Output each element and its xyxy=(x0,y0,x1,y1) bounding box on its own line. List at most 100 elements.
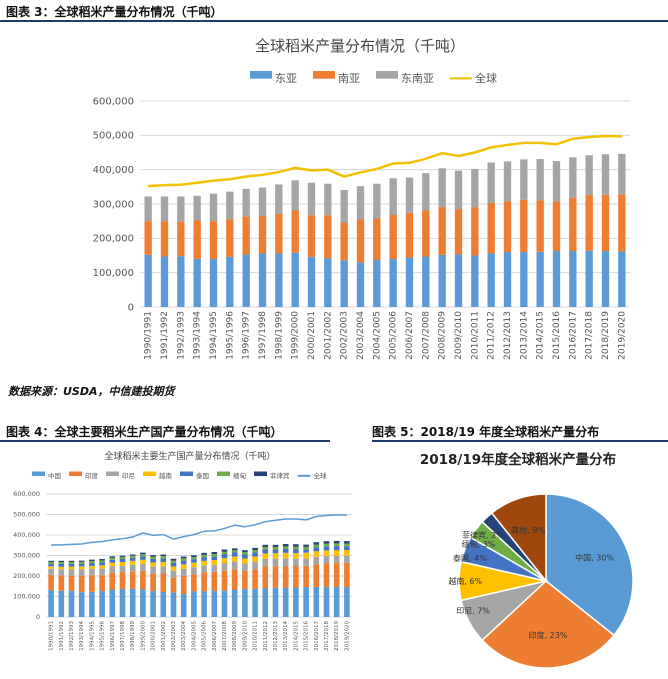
y-tick-label: 200,000 xyxy=(93,234,134,245)
bar-东亚 xyxy=(503,252,512,307)
legend-label: 中国 xyxy=(48,471,61,480)
bar-印度 xyxy=(211,571,218,591)
bar-东南亚 xyxy=(340,189,348,223)
bar-东南亚 xyxy=(552,161,561,202)
x-tick-label: 2001/2002 xyxy=(161,621,167,651)
bar-印尼 xyxy=(293,558,299,566)
bar-东亚 xyxy=(438,254,446,307)
bar-印尼 xyxy=(272,558,279,567)
bar-印尼 xyxy=(119,565,126,573)
bar-泰国 xyxy=(160,558,167,563)
x-tick-label: 2012/2013 xyxy=(503,311,513,360)
bar-印度 xyxy=(180,576,187,595)
x-tick-label: 2013/2014 xyxy=(519,311,529,360)
bar-中国 xyxy=(119,588,126,617)
bar-越南 xyxy=(242,558,248,564)
bar-中国 xyxy=(68,590,75,617)
bar-泰国 xyxy=(272,549,279,554)
bar-印尼 xyxy=(170,570,177,578)
chart-title: 全球稻米主要生产国产量分布情况（千吨） xyxy=(104,450,275,462)
x-tick-label: 2010/2011 xyxy=(470,311,480,360)
x-tick-label: 2000/2001 xyxy=(307,311,317,360)
y-tick-label: 100,000 xyxy=(93,268,134,279)
y-tick-label: 300,000 xyxy=(13,552,40,560)
x-tick-label: 2000/2001 xyxy=(151,621,157,651)
bar-印尼 xyxy=(48,568,54,575)
bar-越南 xyxy=(262,553,269,559)
x-tick-label: 2019/2020 xyxy=(617,311,627,360)
bar-泰国 xyxy=(191,559,197,563)
bar-中国 xyxy=(272,587,279,617)
bar-东亚 xyxy=(307,256,316,307)
bar-缅甸 xyxy=(303,546,309,550)
pie-slice-中国 xyxy=(545,493,634,637)
bar-泰国 xyxy=(109,559,116,563)
bar-中国 xyxy=(282,587,289,617)
bar-印度 xyxy=(293,565,299,588)
bar-菲律宾 xyxy=(160,554,167,557)
figure5-rule xyxy=(372,440,668,442)
bar-泰国 xyxy=(89,563,95,566)
bar-东亚 xyxy=(454,254,463,307)
pie-slice-印度 xyxy=(481,580,616,669)
bar-东南亚 xyxy=(618,153,626,195)
bar-南亚 xyxy=(291,210,299,253)
bar-南亚 xyxy=(601,194,610,252)
bar-印尼 xyxy=(68,569,75,576)
y-tick-label: 200,000 xyxy=(13,572,40,580)
x-tick-label: 1994/1995 xyxy=(209,311,219,360)
legend-label: 东亚 xyxy=(275,72,297,85)
x-tick-label: 1991/1992 xyxy=(59,621,65,651)
bar-泰国 xyxy=(68,563,75,567)
bar-南亚 xyxy=(160,221,169,257)
bar-缅甸 xyxy=(48,562,54,564)
bar-印尼 xyxy=(252,561,258,570)
x-tick-label: 2011/2012 xyxy=(487,311,497,360)
bar-中国 xyxy=(242,589,248,617)
x-tick-label: 2018/2019 xyxy=(601,311,611,360)
legend-label: 缅甸 xyxy=(233,471,246,480)
bar-印尼 xyxy=(78,569,85,576)
bar-泰国 xyxy=(303,549,309,553)
bar-缅甸 xyxy=(89,561,95,564)
x-tick-label: 2015/2016 xyxy=(304,621,310,651)
pie-label: 菲律宾, 2% xyxy=(462,530,504,540)
bar-泰国 xyxy=(333,546,340,551)
bar-菲律宾 xyxy=(323,541,330,544)
legend-label: 南亚 xyxy=(338,72,360,85)
bar-菲律宾 xyxy=(140,552,146,555)
bar-印度 xyxy=(262,566,269,589)
bar-南亚 xyxy=(487,202,495,254)
bar-越南 xyxy=(252,556,258,562)
bar-印度 xyxy=(231,569,238,590)
legend-swatch xyxy=(254,471,267,477)
bar-东南亚 xyxy=(356,186,365,220)
x-tick-label: 2012/2013 xyxy=(273,621,279,651)
x-tick-label: 2009/2010 xyxy=(242,621,248,651)
bar-东南亚 xyxy=(258,187,267,216)
bar-菲律宾 xyxy=(293,544,299,547)
bar-菲律宾 xyxy=(78,560,85,562)
y-tick-label: 0 xyxy=(128,302,134,313)
x-tick-label: 2006/2007 xyxy=(212,621,218,651)
bar-中国 xyxy=(231,589,238,617)
bar-东南亚 xyxy=(536,159,544,201)
bar-印度 xyxy=(344,562,350,588)
bar-缅甸 xyxy=(129,555,136,558)
bar-东南亚 xyxy=(275,184,283,214)
bar-印度 xyxy=(333,562,340,587)
pie-label: 泰国, 4% xyxy=(453,553,487,563)
bar-越南 xyxy=(293,553,299,559)
x-tick-label: 2006/2007 xyxy=(405,311,415,360)
bar-印尼 xyxy=(282,558,289,566)
bar-越南 xyxy=(323,550,330,556)
bar-中国 xyxy=(48,589,54,617)
bar-菲律宾 xyxy=(180,556,187,559)
bar-印尼 xyxy=(313,556,320,565)
bar-中国 xyxy=(323,586,330,617)
bar-中国 xyxy=(344,587,350,617)
bar-越南 xyxy=(119,562,126,566)
bar-泰国 xyxy=(211,556,218,561)
bar-缅甸 xyxy=(180,558,187,561)
bar-印度 xyxy=(48,574,54,590)
